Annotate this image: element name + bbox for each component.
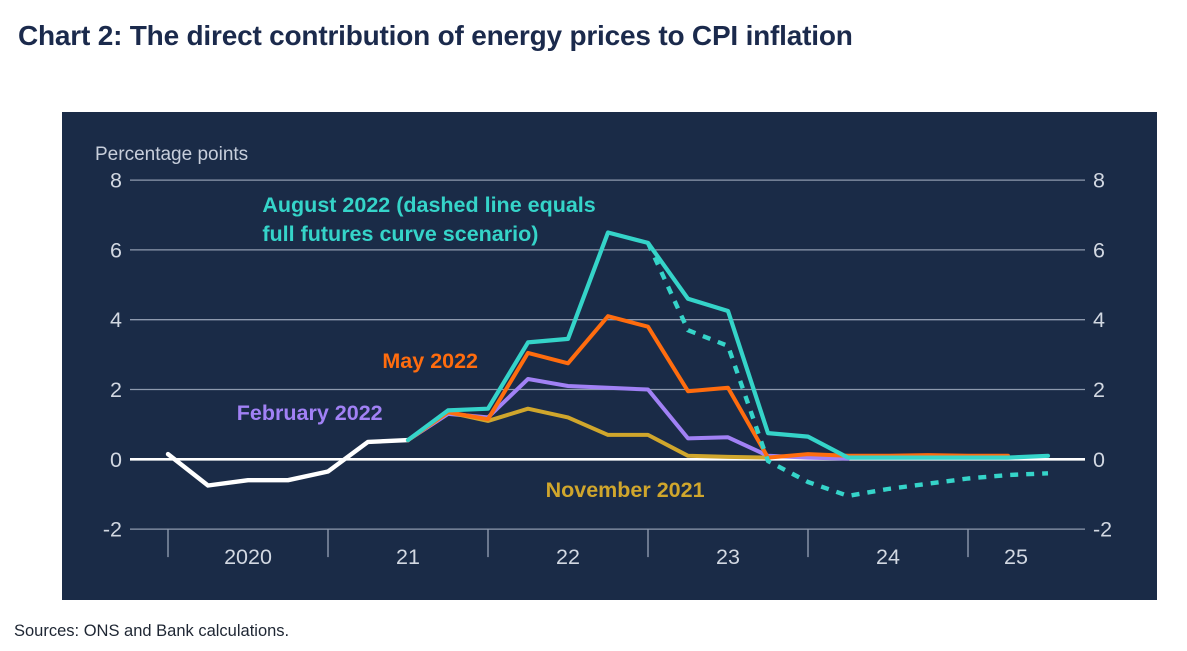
- y-axis-label-right: 2: [1093, 378, 1105, 402]
- y-axis-label-right: 6: [1093, 238, 1105, 262]
- y-axis-label-left: 6: [110, 238, 122, 262]
- y-axis-unit-label: Percentage points: [95, 144, 249, 165]
- sources-note: Sources: ONS and Bank calculations.: [14, 622, 290, 640]
- february-2022-label: February 2022: [237, 401, 383, 425]
- chart-title: Chart 2: The direct contribution of ener…: [18, 20, 853, 51]
- series-actual-line: [165, 437, 411, 488]
- y-axis-label-right: 0: [1093, 448, 1105, 472]
- y-axis-label-right: -2: [1093, 518, 1112, 542]
- y-axis-label-left: 0: [110, 448, 122, 472]
- chart-panel: 8 8 6 6 4 4 2 2 0 0 -2 -2 2020 21 22 23 24 25 August 2022 …: [62, 112, 1157, 600]
- x-axis-label: 21: [396, 545, 420, 569]
- series-may-2022-line: [406, 314, 1010, 460]
- x-axis-label: 23: [716, 545, 740, 569]
- august-2022-label-line2: full futures curve scenario): [262, 222, 538, 246]
- may-2022-label: May 2022: [382, 349, 478, 373]
- x-axis-label: 2020: [224, 545, 272, 569]
- x-axis-label: 24: [876, 545, 900, 569]
- y-axis-label-left: 2: [110, 378, 122, 402]
- y-axis-label-left: 4: [110, 308, 122, 332]
- x-axis-label: 25: [1004, 545, 1028, 569]
- y-axis-label-right: 4: [1093, 308, 1105, 332]
- y-axis-label-right: 8: [1093, 169, 1105, 193]
- y-axis-label-left: 8: [110, 169, 122, 193]
- series-august-2022-futures-line: [645, 241, 1049, 499]
- x-axis-label: 22: [556, 545, 580, 569]
- november-2021-label: November 2021: [546, 478, 705, 502]
- august-2022-label-line1: August 2022 (dashed line equals: [262, 193, 595, 217]
- y-axis-label-left: -2: [103, 518, 122, 542]
- series-august-2022-line: [405, 230, 1051, 460]
